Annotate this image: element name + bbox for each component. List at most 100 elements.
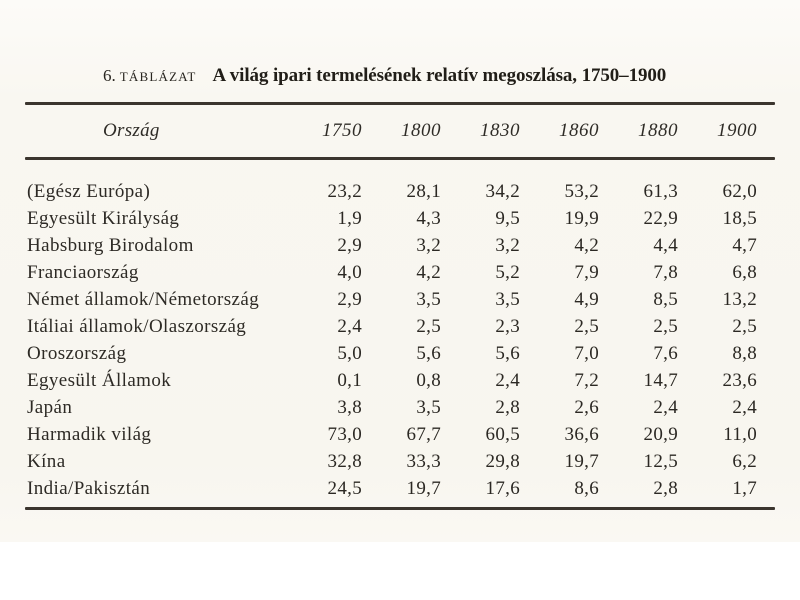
value-cell: 24,5 — [327, 478, 362, 499]
value-cell: 4,7 — [732, 235, 757, 256]
value-cell: 36,6 — [564, 424, 599, 445]
value-cell: 53,2 — [564, 181, 599, 202]
value-cell: 29,8 — [485, 451, 520, 472]
value-cell: 2,4 — [495, 370, 520, 391]
value-cell: 14,7 — [643, 370, 678, 391]
country-cell: Japán — [27, 397, 73, 418]
value-cell: 2,4 — [337, 316, 362, 337]
value-cell: 2,3 — [495, 316, 520, 337]
value-cell: 4,9 — [574, 289, 599, 310]
table-body: (Egész Európa) 23,2 28,1 34,2 53,2 61,3 62,0 Eg… — [25, 160, 775, 507]
value-cell: 3,2 — [416, 235, 441, 256]
value-cell: 73,0 — [327, 424, 362, 445]
country-cell: Kína — [27, 451, 66, 472]
value-cell: 32,8 — [327, 451, 362, 472]
value-cell: 2,8 — [653, 478, 678, 499]
value-cell: 3,5 — [416, 397, 441, 418]
value-cell: 3,5 — [495, 289, 520, 310]
table-row: Kína 32,8 33,3 29,8 19,7 12,5 6,2 — [25, 448, 757, 475]
value-cell: 60,5 — [485, 424, 520, 445]
value-cell: 5,0 — [337, 343, 362, 364]
value-cell: 8,5 — [653, 289, 678, 310]
value-cell: 2,5 — [732, 316, 757, 337]
value-cell: 9,5 — [495, 208, 520, 229]
country-cell: Egyesült Királyság — [27, 208, 180, 229]
table-number: 6. — [103, 66, 116, 85]
table-row: India/Pakisztán 24,5 19,7 17,6 8,6 2,8 1,7 — [25, 475, 757, 502]
value-cell: 22,9 — [643, 208, 678, 229]
value-cell: 11,0 — [723, 424, 757, 445]
value-cell: 7,2 — [574, 370, 599, 391]
table-row: Oroszország 5,0 5,6 5,6 7,0 7,6 8,8 — [25, 340, 757, 367]
value-cell: 2,8 — [495, 397, 520, 418]
value-cell: 4,4 — [653, 235, 678, 256]
table-row: Harmadik világ 73,0 67,7 60,5 36,6 20,9 11,0 — [25, 421, 757, 448]
value-cell: 1,7 — [732, 478, 757, 499]
country-cell: Habsburg Birodalom — [27, 235, 194, 256]
value-cell: 4,3 — [416, 208, 441, 229]
value-cell: 2,9 — [337, 235, 362, 256]
value-cell: 18,5 — [722, 208, 757, 229]
table-row: Egyesült Királyság 1,9 4,3 9,5 19,9 22,9 18,5 — [25, 205, 757, 232]
value-cell: 0,8 — [416, 370, 441, 391]
value-cell: 7,6 — [653, 343, 678, 364]
value-cell: 20,9 — [643, 424, 678, 445]
country-cell: Harmadik világ — [27, 424, 152, 445]
table-row: Itáliai államok/Olaszország 2,4 2,5 2,3 2,5 2… — [25, 313, 757, 340]
country-cell: Német államok/Németország — [27, 289, 260, 310]
year-column-header: 1800 — [401, 120, 441, 141]
value-cell: 61,3 — [643, 181, 678, 202]
value-cell: 1,9 — [337, 208, 362, 229]
country-cell: Oroszország — [27, 343, 127, 364]
value-cell: 28,1 — [406, 181, 441, 202]
value-cell: 34,2 — [485, 181, 520, 202]
value-cell: 2,4 — [653, 397, 678, 418]
value-cell: 2,9 — [337, 289, 362, 310]
country-cell: Itáliai államok/Olaszország — [27, 316, 247, 337]
country-cell: (Egész Európa) — [27, 181, 151, 202]
year-column-header: 1750 — [322, 120, 362, 141]
value-cell: 19,7 — [406, 478, 441, 499]
value-cell: 12,5 — [643, 451, 678, 472]
page-scan-background: 6. TÁBLÁZAT A világ ipari termelésének rel… — [0, 0, 800, 542]
value-cell: 5,2 — [495, 262, 520, 283]
value-cell: 33,3 — [406, 451, 441, 472]
value-cell: 23,2 — [327, 181, 362, 202]
top-rule — [25, 102, 775, 105]
value-cell: 4,2 — [574, 235, 599, 256]
value-cell: 6,2 — [732, 451, 757, 472]
value-cell: 0,1 — [337, 370, 362, 391]
year-column-header: 1860 — [559, 120, 599, 141]
header-rule — [25, 157, 775, 160]
country-cell: India/Pakisztán — [27, 478, 151, 499]
value-cell: 7,9 — [574, 262, 599, 283]
value-cell: 19,7 — [564, 451, 599, 472]
value-cell: 2,5 — [574, 316, 599, 337]
value-cell: 2,5 — [653, 316, 678, 337]
table-row: Habsburg Birodalom 2,9 3,2 3,2 4,2 4,4 4,7 — [25, 232, 757, 259]
table-header-row: Ország 1750 1800 1830 1860 1880 1900 — [25, 105, 775, 157]
table-row: Német államok/Németország 2,9 3,5 3,5 4,9 8,5… — [25, 286, 757, 313]
table-row: Egyesült Államok 0,1 0,8 2,4 7,2 14,7 23,6 — [25, 367, 757, 394]
value-cell: 4,0 — [337, 262, 362, 283]
table-kind-label: TÁBLÁZAT — [119, 69, 197, 84]
value-cell: 23,6 — [722, 370, 757, 391]
value-cell: 62,0 — [722, 181, 757, 202]
value-cell: 4,2 — [416, 262, 441, 283]
table-row: Japán 3,8 3,5 2,8 2,6 2,4 2,4 — [25, 394, 757, 421]
country-cell: Egyesült Államok — [27, 370, 172, 391]
table-row: (Egész Európa) 23,2 28,1 34,2 53,2 61,3 62,0 — [25, 178, 757, 205]
year-column-header: 1900 — [717, 120, 757, 141]
value-cell: 5,6 — [416, 343, 441, 364]
year-column-header: 1830 — [480, 120, 520, 141]
value-cell: 3,8 — [337, 397, 362, 418]
value-cell: 67,7 — [406, 424, 441, 445]
value-cell: 19,9 — [564, 208, 599, 229]
value-cell: 7,8 — [653, 262, 678, 283]
value-cell: 8,8 — [732, 343, 757, 364]
value-cell: 8,6 — [574, 478, 599, 499]
bottom-rule — [25, 507, 775, 510]
value-cell: 6,8 — [732, 262, 757, 283]
value-cell: 5,6 — [495, 343, 520, 364]
